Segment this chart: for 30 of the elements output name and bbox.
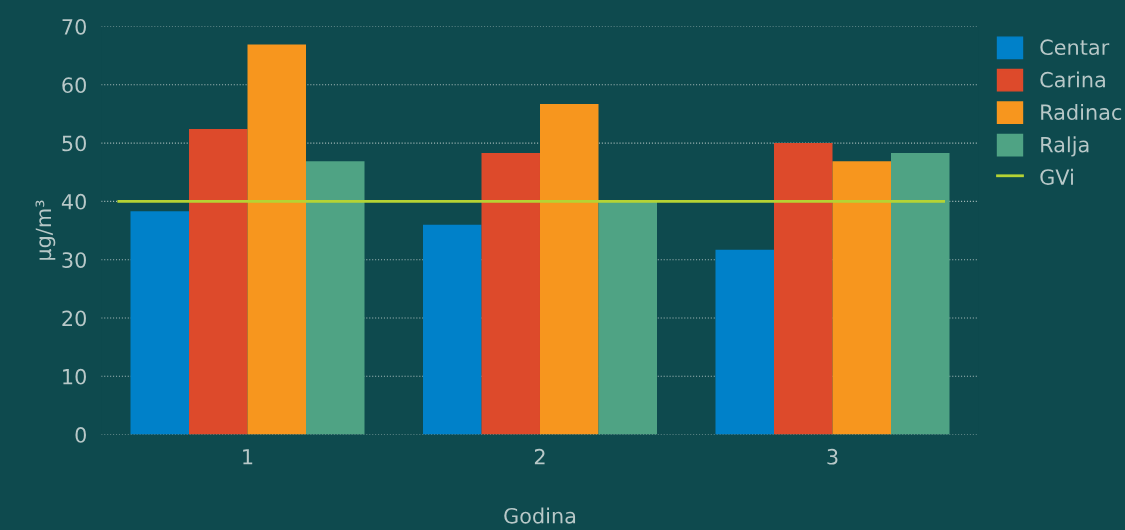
bar [306, 161, 365, 435]
legend-label: Carina [1040, 71, 1105, 88]
legend-label: Radinac [1041, 103, 1122, 121]
x-axis-title: Godina [504, 507, 576, 524]
bar [540, 104, 599, 435]
bar [130, 211, 189, 435]
y-tick-label: 0 [75, 427, 86, 443]
legend-label: Centar [1040, 39, 1110, 56]
bar [598, 201, 657, 435]
bar [247, 44, 306, 435]
bar [715, 249, 774, 435]
y-tick-label: 70 [62, 18, 86, 35]
x-tick-label: 1 [243, 449, 253, 465]
bar [832, 161, 891, 435]
y-axis-title: µg/m³ [35, 200, 56, 260]
y-tick-label: 10 [63, 368, 86, 385]
bar [481, 153, 540, 435]
y-tick-label: 20 [62, 310, 86, 327]
y-tick-label: 50 [62, 135, 86, 152]
bar [189, 129, 248, 435]
x-tick-label: 3 [827, 448, 838, 465]
y-tick-label: 40 [61, 193, 86, 210]
y-tick-label: 60 [62, 77, 86, 94]
bar [891, 153, 950, 435]
bar [423, 224, 482, 435]
y-tick-label: 30 [62, 252, 86, 268]
legend-label: GVi [1040, 168, 1073, 185]
bar [774, 143, 833, 435]
x-tick-label: 2 [534, 448, 545, 465]
legend-label: Ralja [1041, 136, 1089, 157]
